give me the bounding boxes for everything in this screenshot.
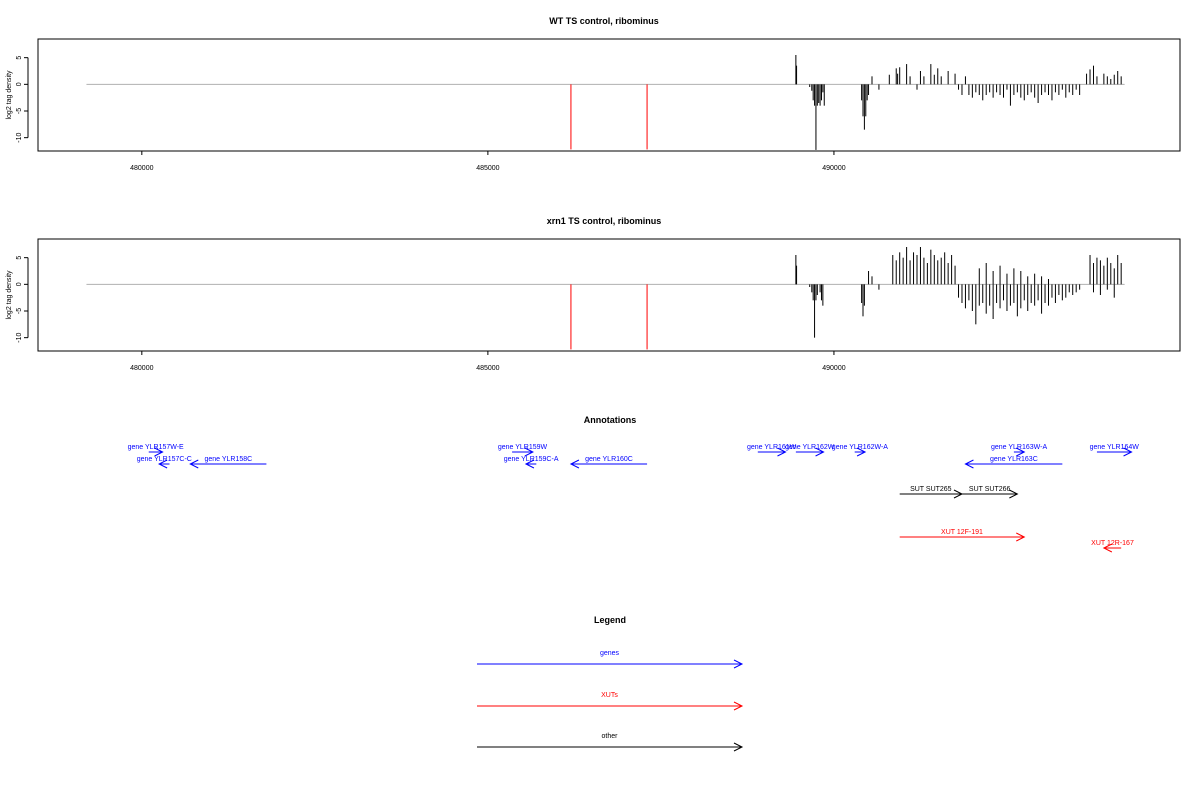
y-tick-label: -10	[16, 333, 23, 343]
legend-panel: Legend genes XUTs other	[477, 615, 744, 752]
annotation-feature: gene YLR162W-A	[832, 444, 888, 457]
y-tick-label: 5	[16, 56, 23, 60]
feature-label: gene YLR157C-C	[137, 456, 192, 463]
feature-label: gene YLR161W	[747, 444, 797, 451]
feature-arrowhead	[1016, 532, 1026, 542]
legend-title: Legend	[594, 615, 626, 625]
x-tick-label: 485000	[476, 165, 499, 172]
feature-label: SUT SUT265	[910, 486, 952, 493]
feature-label: gene YLR163W-A	[991, 444, 1047, 451]
y-tick-label: -5	[16, 108, 23, 114]
feature-arrowhead	[1009, 489, 1019, 499]
feature-arrowhead	[524, 447, 534, 457]
feature-arrowhead	[158, 459, 168, 469]
annotation-feature: SUT SUT265	[899, 486, 964, 499]
feature-arrowhead	[524, 459, 535, 469]
annotation-feature: XUT 12F-191	[899, 529, 1026, 542]
annotation-features: gene YLR157W-E gene YLR157C-C gene YLR158C…	[128, 444, 1140, 553]
annotation-feature: gene YLR162W	[785, 444, 835, 457]
feature-arrowhead	[777, 447, 787, 457]
feature-label: gene YLR159W	[498, 444, 548, 451]
x-tick-label: 485000	[476, 365, 499, 372]
feature-arrowhead	[154, 447, 164, 457]
y-tick-label: -10	[16, 133, 23, 143]
y-tick-label: -5	[16, 308, 23, 314]
legend-arrowhead	[733, 701, 744, 711]
plot-frame	[37, 238, 1181, 352]
feature-label: gene YLR162W-A	[832, 444, 888, 451]
annotation-feature: gene YLR163C	[964, 456, 1063, 469]
legend-items: genes XUTs other	[477, 650, 744, 752]
panel-title: xrn1 TS control, ribominus	[547, 216, 662, 226]
legend-arrowhead	[733, 659, 744, 669]
legend-item: XUTs	[477, 692, 744, 711]
bar-marks	[86, 55, 1125, 150]
feature-label: gene YLR162W	[785, 444, 835, 451]
feature-arrowhead	[569, 459, 580, 469]
y-ticks: 5 0 -5 -10	[16, 256, 29, 343]
legend-label: XUTs	[601, 692, 618, 699]
legend-arrowhead	[733, 742, 744, 752]
annotation-feature: gene YLR160C	[569, 456, 648, 469]
feature-label: XUT 12F-191	[941, 529, 983, 536]
annotation-feature: gene YLR161W	[747, 444, 797, 457]
y-tick-label: 0	[16, 82, 23, 86]
legend-item: other	[477, 733, 744, 752]
x-tick-label: 480000	[130, 165, 153, 172]
annotation-feature: gene YLR157C-C	[137, 456, 192, 469]
legend-label: genes	[600, 650, 620, 657]
annotation-feature: gene YLR164W	[1090, 444, 1140, 457]
annotation-feature: gene YLR163W-A	[991, 444, 1047, 457]
x-tick-label: 490000	[822, 165, 845, 172]
feature-arrowhead	[189, 459, 199, 469]
legend-item: genes	[477, 650, 744, 669]
feature-label: gene YLR163C	[990, 456, 1038, 463]
annotation-feature: gene YLR159C-A	[504, 456, 559, 469]
wt-track-panel: WT TS control, ribominus log2 tag densit…	[6, 16, 1181, 172]
annotation-feature: gene YLR158C	[189, 456, 267, 469]
y-axis-label: log2 tag density	[6, 270, 13, 320]
x-tick-label: 480000	[130, 365, 153, 372]
feature-label: XUT 12R-167	[1091, 540, 1134, 547]
feature-label: gene YLR158C	[204, 456, 252, 463]
panel-title: WT TS control, ribominus	[549, 16, 659, 26]
annotation-feature: XUT 12R-167	[1091, 540, 1134, 553]
y-tick-label: 0	[16, 282, 23, 286]
feature-label: SUT SUT266	[969, 486, 1011, 493]
xrn1-track-panel: xrn1 TS control, ribominus log2 tag dens…	[6, 216, 1181, 372]
legend-label: other	[602, 733, 619, 740]
x-tick-label: 490000	[822, 365, 845, 372]
y-tick-label: 5	[16, 256, 23, 260]
y-axis-label: log2 tag density	[6, 70, 13, 120]
feature-label: gene YLR164W	[1090, 444, 1140, 451]
bar-marks	[86, 247, 1125, 350]
annotation-feature: gene YLR159W	[498, 444, 548, 457]
y-ticks: 5 0 -5 -10	[16, 56, 29, 143]
feature-arrowhead	[1102, 543, 1113, 553]
feature-label: gene YLR157W-E	[128, 444, 184, 451]
feature-label: gene YLR160C	[585, 456, 633, 463]
x-ticks: 480000 485000 490000	[130, 151, 846, 172]
feature-arrowhead	[856, 447, 867, 457]
x-ticks: 480000 485000 490000	[130, 351, 846, 372]
feature-arrowhead	[815, 447, 825, 457]
annotations-title: Annotations	[584, 415, 637, 425]
annotation-feature: SUT SUT266	[961, 486, 1019, 499]
feature-arrowhead	[1016, 447, 1026, 457]
annotations-panel: Annotations gene YLR157W-E gene YLR157C-C…	[128, 415, 1140, 553]
annotation-feature: gene YLR157W-E	[128, 444, 184, 457]
plot-frame	[37, 38, 1181, 152]
feature-arrowhead	[1123, 447, 1133, 457]
feature-arrowhead	[964, 459, 974, 469]
feature-label: gene YLR159C-A	[504, 456, 559, 463]
